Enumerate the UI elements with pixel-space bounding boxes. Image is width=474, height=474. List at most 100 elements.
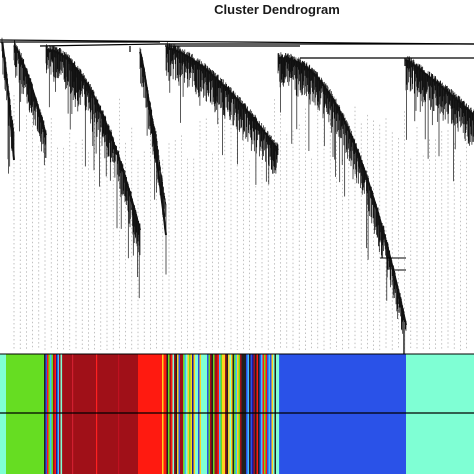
- module-stripe: [198, 354, 200, 474]
- module-stripe: [57, 354, 60, 474]
- module-stripe: [261, 354, 263, 474]
- module-segment-blue: [278, 354, 406, 474]
- module-stripe: [178, 354, 181, 474]
- module-stripe: [53, 354, 55, 474]
- module-stripe: [172, 354, 175, 474]
- module-stripe: [169, 354, 172, 474]
- module-stripe: [231, 354, 233, 474]
- figure-title: Cluster Dendrogram: [214, 2, 340, 17]
- module-stripe: [276, 354, 278, 474]
- module-stripe: [253, 354, 256, 474]
- module-stripe: [264, 354, 266, 474]
- module-stripe: [166, 354, 169, 474]
- branch-cluster-6: [277, 52, 407, 390]
- module-stripe: [202, 354, 205, 474]
- branch-cluster-2: [13, 40, 47, 166]
- module-stripe: [217, 354, 220, 474]
- module-stripe: [213, 354, 215, 474]
- module-stripe: [59, 354, 61, 474]
- module-stripe: [96, 354, 98, 474]
- module-stripe: [56, 354, 58, 474]
- module-stripe: [274, 354, 277, 474]
- top-merges: [0, 39, 474, 66]
- module-stripe: [45, 354, 48, 474]
- module-stripe: [195, 354, 197, 474]
- module-stripe: [201, 354, 203, 474]
- branch-cluster-4: [139, 47, 167, 275]
- module-stripe: [60, 354, 63, 474]
- module-stripe: [48, 354, 51, 474]
- module-stripe: [219, 354, 221, 474]
- module-stripe: [187, 354, 190, 474]
- module-stripe: [193, 354, 196, 474]
- branch-cluster-3: [45, 44, 141, 299]
- module-stripe: [47, 354, 49, 474]
- module-stripe: [165, 354, 167, 474]
- module-stripe: [262, 354, 265, 474]
- module-stripe: [44, 354, 46, 474]
- module-stripe: [255, 354, 257, 474]
- module-stripe: [243, 354, 245, 474]
- module-stripe: [237, 354, 239, 474]
- module-segment-red: [138, 354, 162, 474]
- module-stripe: [238, 354, 241, 474]
- module-stripe: [50, 354, 52, 474]
- module-stripe: [208, 354, 211, 474]
- module-stripe: [270, 354, 272, 474]
- module-stripe: [234, 354, 236, 474]
- module-color-bar: [0, 354, 474, 474]
- module-stripe: [184, 354, 187, 474]
- module-stripe: [258, 354, 260, 474]
- branch-cluster-1: [1, 37, 15, 174]
- module-stripe: [163, 354, 166, 474]
- module-stripe: [252, 354, 254, 474]
- module-stripe: [181, 354, 184, 474]
- module-stripe: [180, 354, 182, 474]
- module-stripe: [175, 354, 178, 474]
- module-stripe: [171, 354, 173, 474]
- branch-cluster-7: [405, 56, 474, 182]
- module-segment-turquoise: [0, 354, 6, 474]
- module-stripe: [228, 354, 230, 474]
- module-segment-turquoise: [406, 354, 474, 474]
- module-stripe: [174, 354, 176, 474]
- module-stripe: [183, 354, 185, 474]
- module-stripe: [259, 354, 262, 474]
- module-segment-brown: [62, 354, 138, 474]
- module-stripe: [226, 354, 229, 474]
- branch-cluster-5: [165, 42, 279, 185]
- module-stripe: [118, 354, 120, 474]
- module-stripe: [225, 354, 227, 474]
- module-stripe: [265, 354, 268, 474]
- module-stripe: [177, 354, 179, 474]
- module-stripe: [199, 354, 202, 474]
- module-stripe: [268, 354, 271, 474]
- module-stripe: [192, 354, 194, 474]
- module-stripe: [162, 354, 164, 474]
- module-stripe: [244, 354, 247, 474]
- module-stripe: [240, 354, 242, 474]
- module-stripe: [72, 354, 74, 474]
- module-stripe: [256, 354, 259, 474]
- module-stripe: [273, 354, 275, 474]
- module-stripe: [235, 354, 238, 474]
- module-stripe: [54, 354, 57, 474]
- module-stripe: [247, 354, 250, 474]
- module-stripe: [210, 354, 212, 474]
- module-stripe: [211, 354, 214, 474]
- module-stripe: [277, 354, 280, 474]
- module-stripe: [214, 354, 217, 474]
- module-stripe: [250, 354, 253, 474]
- module-stripe: [223, 354, 226, 474]
- module-stripe: [189, 354, 191, 474]
- module-stripe: [51, 354, 54, 474]
- module-stripe: [216, 354, 218, 474]
- module-stripe: [232, 354, 235, 474]
- module-stripe: [222, 354, 224, 474]
- module-stripe: [207, 354, 209, 474]
- module-segment-green: [6, 354, 44, 474]
- module-stripe: [196, 354, 199, 474]
- module-stripe: [246, 354, 248, 474]
- module-stripe: [204, 354, 206, 474]
- module-stripe: [241, 354, 244, 474]
